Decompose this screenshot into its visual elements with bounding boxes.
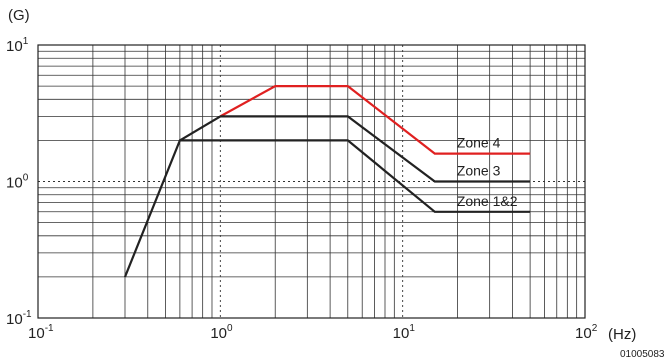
y-tick-label: 10-1: [6, 309, 32, 328]
figure-code: 01005083: [620, 349, 665, 360]
tick-labels: 10-1 100 101 102 10-1 100 101: [6, 36, 598, 342]
series-line-zone-1-2: [123, 139, 531, 278]
plot-frame: [37, 44, 586, 319]
x-tick-label: 102: [575, 323, 598, 342]
x-tick-label: 100: [210, 323, 233, 342]
y-axis-unit: (G): [8, 7, 30, 24]
series-label: Zone 4: [457, 135, 501, 151]
series-line-zone-4: [219, 84, 531, 155]
x-axis-unit: (Hz): [608, 326, 636, 343]
series-label: Zone 1&2: [457, 193, 518, 209]
y-tick-label: 100: [6, 173, 29, 192]
x-tick-label: 101: [393, 323, 416, 342]
series-line-zone-3: [220, 115, 531, 183]
x-tick-label: 10-1: [28, 323, 54, 342]
series-label: Zone 3: [457, 163, 501, 179]
y-tick-label: 101: [6, 36, 29, 55]
series-line-connector: [179, 115, 221, 142]
series-lines: Zone 4 Zone 3 Zone 1&2: [123, 84, 531, 278]
